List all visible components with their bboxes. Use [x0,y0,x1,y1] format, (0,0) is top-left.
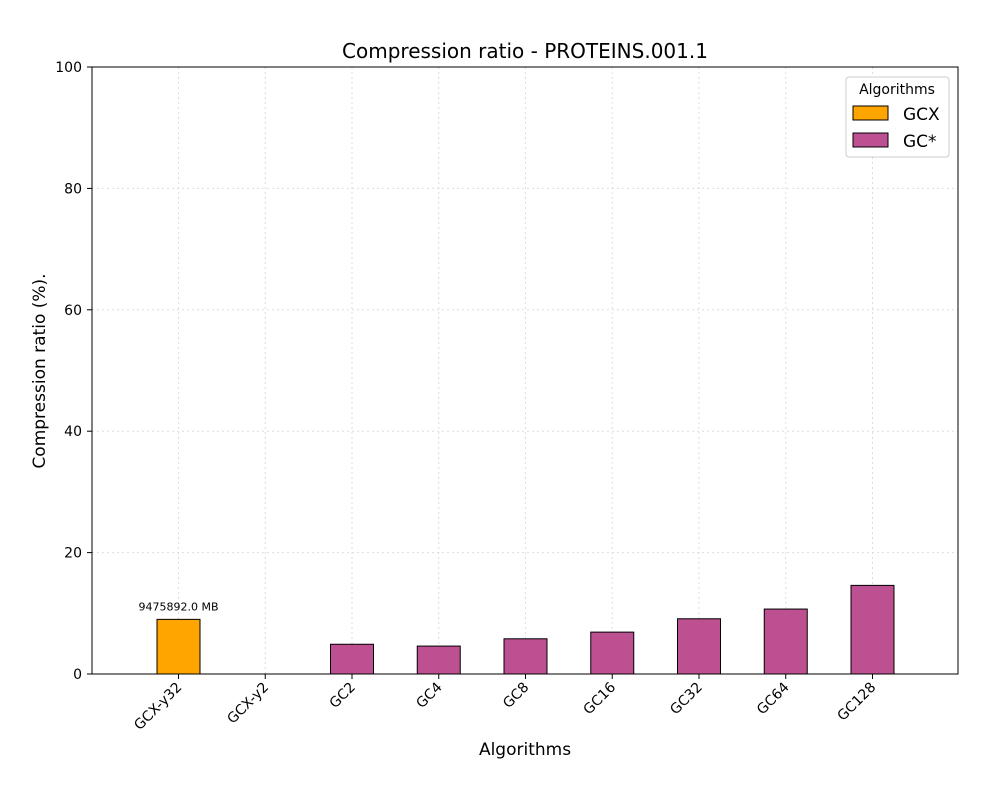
x-tick-label: GC32 [667,680,706,719]
x-tick-label: GC2 [327,680,359,712]
chart-title: Compression ratio - PROTEINS.001.1 [342,39,708,63]
bar-gc8 [503,638,548,675]
legend-title: Algorithms [859,82,935,98]
y-tick-label: 80 [64,181,82,197]
bar-gc4 [416,645,461,675]
x-tick-label: GCX-y2 [224,680,272,728]
y-tick-label: 40 [64,424,82,440]
bar-value-label: 9475892.0 MB [138,600,218,613]
legend: Algorithms GCX GC* [845,76,950,158]
bars: 9475892.0 MB [138,584,895,675]
y-tick-label: 100 [55,60,82,76]
bar-gc2 [330,643,374,675]
bar-gc64 [763,608,808,675]
x-tick-label: GC8 [500,680,532,712]
y-tick-label: 60 [64,303,82,319]
x-tick-label: GC64 [754,679,793,718]
legend-swatch-gc-star [852,132,889,148]
y-axis-label: Compression ratio (%). [30,273,50,468]
y-tick-label: 20 [64,546,82,562]
grid [92,66,958,675]
legend-swatch-gcx [852,105,889,121]
bar-gc32 [677,618,721,675]
y-axis: 0 20 40 60 80 100 [55,60,92,683]
x-tick-label: GC16 [581,679,620,718]
bar-gc16 [590,631,635,675]
x-tick-label: GCX-y32 [131,680,185,734]
x-axis: GCX-y32 GCX-y2 GC2 GC4 GC8 GC16 GC32 GC64 GC128 [131,674,879,734]
x-tick-label: GC4 [413,679,445,711]
x-axis-label: Algorithms [479,740,571,760]
bar-gcx-y32 [156,618,201,675]
bar-gc128 [850,584,895,675]
legend-label-gcx: GCX [903,105,940,125]
y-tick-label: 0 [73,667,82,683]
legend-label-gc-star: GC* [903,132,937,152]
x-tick-label: GC128 [835,680,880,725]
